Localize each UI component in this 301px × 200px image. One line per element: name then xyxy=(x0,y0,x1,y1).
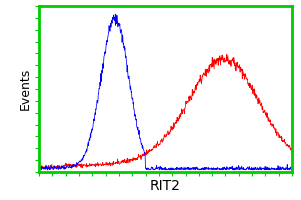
Y-axis label: Events: Events xyxy=(19,68,32,110)
X-axis label: RIT2: RIT2 xyxy=(150,179,181,193)
